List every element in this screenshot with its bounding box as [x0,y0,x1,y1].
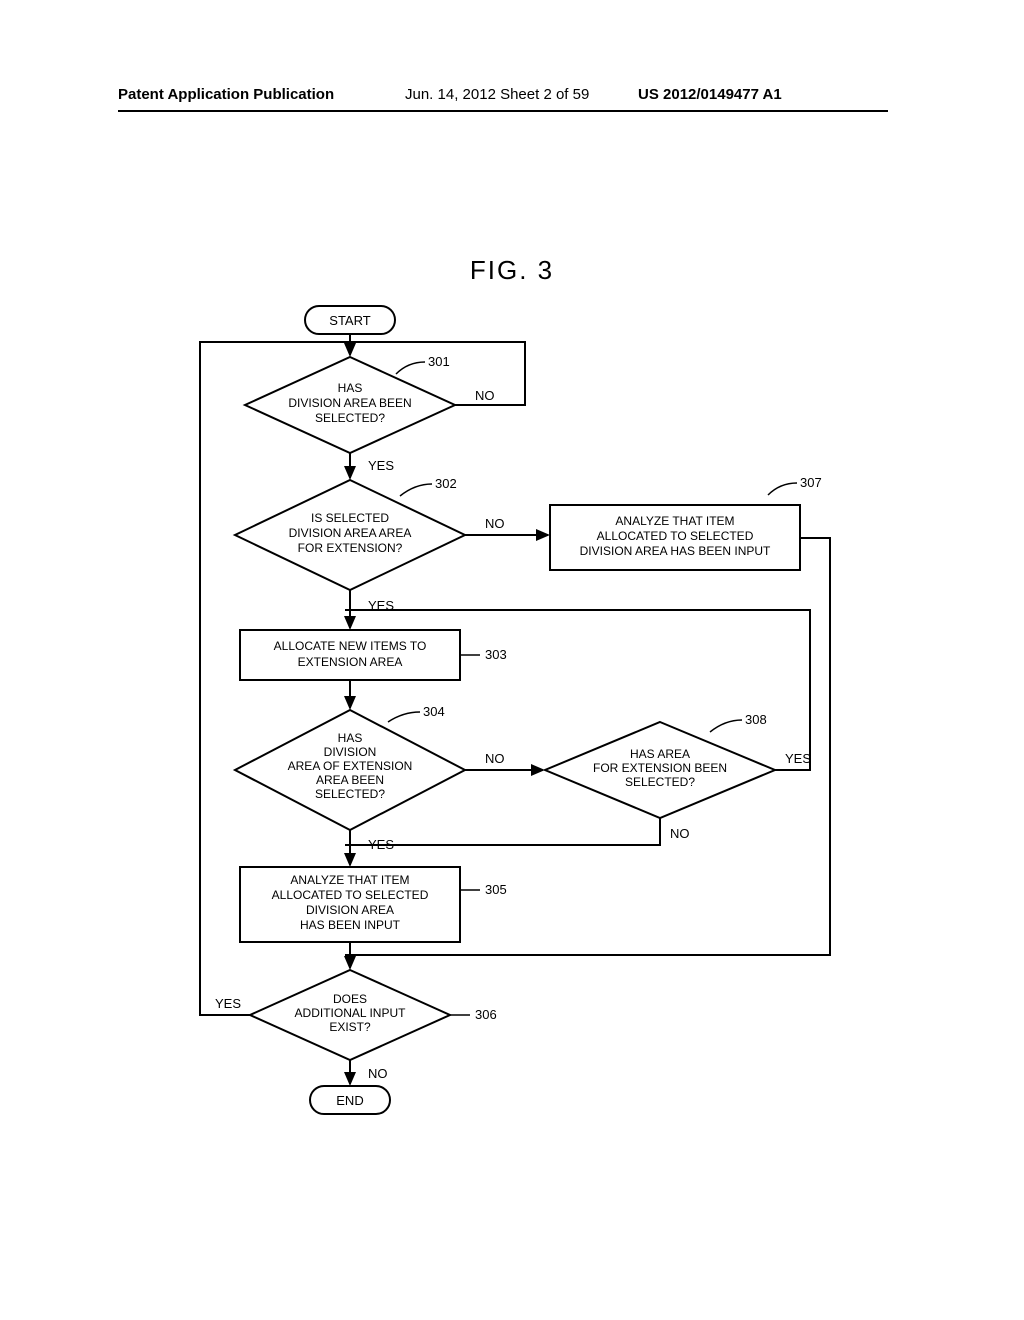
svg-text:SELECTED?: SELECTED? [315,411,385,425]
ref-304: 304 [423,704,445,719]
no-302: NO [485,516,505,531]
svg-text:ANALYZE THAT ITEM: ANALYZE THAT ITEM [615,514,734,528]
svg-text:DIVISION AREA HAS BEEN INPUT: DIVISION AREA HAS BEEN INPUT [580,544,771,558]
ref-302: 302 [435,476,457,491]
ref-303: 303 [485,647,507,662]
ref-305: 305 [485,882,507,897]
svg-text:EXTENSION AREA: EXTENSION AREA [298,655,403,669]
no-306: NO [368,1066,388,1081]
svg-text:AREA OF EXTENSION: AREA OF EXTENSION [288,759,413,773]
header-rule [118,110,888,112]
figure-title: FIG. 3 [0,255,1024,286]
svg-text:ALLOCATE NEW ITEMS TO: ALLOCATE NEW ITEMS TO [274,639,427,653]
ref-301: 301 [428,354,450,369]
edge-308-no [354,818,660,845]
svg-text:FOR EXTENSION BEEN: FOR EXTENSION BEEN [593,761,727,775]
svg-text:DOES: DOES [333,992,367,1006]
svg-text:HAS BEEN INPUT: HAS BEEN INPUT [300,918,401,932]
svg-text:DIVISION AREA BEEN: DIVISION AREA BEEN [288,396,411,410]
no-304: NO [485,751,505,766]
header-bar: Patent Application Publication Jun. 14, … [0,86,1024,106]
svg-text:IS SELECTED: IS SELECTED [311,511,389,525]
svg-text:DIVISION AREA: DIVISION AREA [306,903,394,917]
svg-text:HAS AREA: HAS AREA [630,747,690,761]
svg-text:ALLOCATED TO SELECTED: ALLOCATED TO SELECTED [597,529,754,543]
svg-text:AREA BEEN: AREA BEEN [316,773,384,787]
svg-text:HAS: HAS [338,381,363,395]
yes-304: YES [368,837,394,852]
header-left: Patent Application Publication [118,86,334,103]
svg-text:SELECTED?: SELECTED? [315,787,385,801]
yes-306: YES [215,996,241,1011]
svg-text:SELECTED?: SELECTED? [625,775,695,789]
yes-301: YES [368,458,394,473]
flowchart-svg: START HAS DIVISION AREA BEEN SELECTED? 3… [130,300,890,1140]
svg-text:ANALYZE THAT ITEM: ANALYZE THAT ITEM [290,873,409,887]
svg-text:DIVISION AREA AREA: DIVISION AREA AREA [289,526,412,540]
yes-308: YES [785,751,811,766]
svg-text:ADDITIONAL INPUT: ADDITIONAL INPUT [295,1006,407,1020]
svg-text:EXIST?: EXIST? [329,1020,371,1034]
svg-text:ALLOCATED TO SELECTED: ALLOCATED TO SELECTED [272,888,429,902]
ref-308: 308 [745,712,767,727]
no-301: NO [475,388,495,403]
header-right: US 2012/0149477 A1 [638,86,782,103]
svg-text:FOR EXTENSION?: FOR EXTENSION? [298,541,403,555]
ref-307: 307 [800,475,822,490]
svg-text:HAS: HAS [338,731,363,745]
page-container: Patent Application Publication Jun. 14, … [0,0,1024,1320]
header-mid: Jun. 14, 2012 Sheet 2 of 59 [405,86,589,103]
ref-306: 306 [475,1007,497,1022]
svg-text:DIVISION: DIVISION [324,745,377,759]
end-label: END [336,1093,363,1108]
no-308: NO [670,826,690,841]
start-label: START [329,313,370,328]
